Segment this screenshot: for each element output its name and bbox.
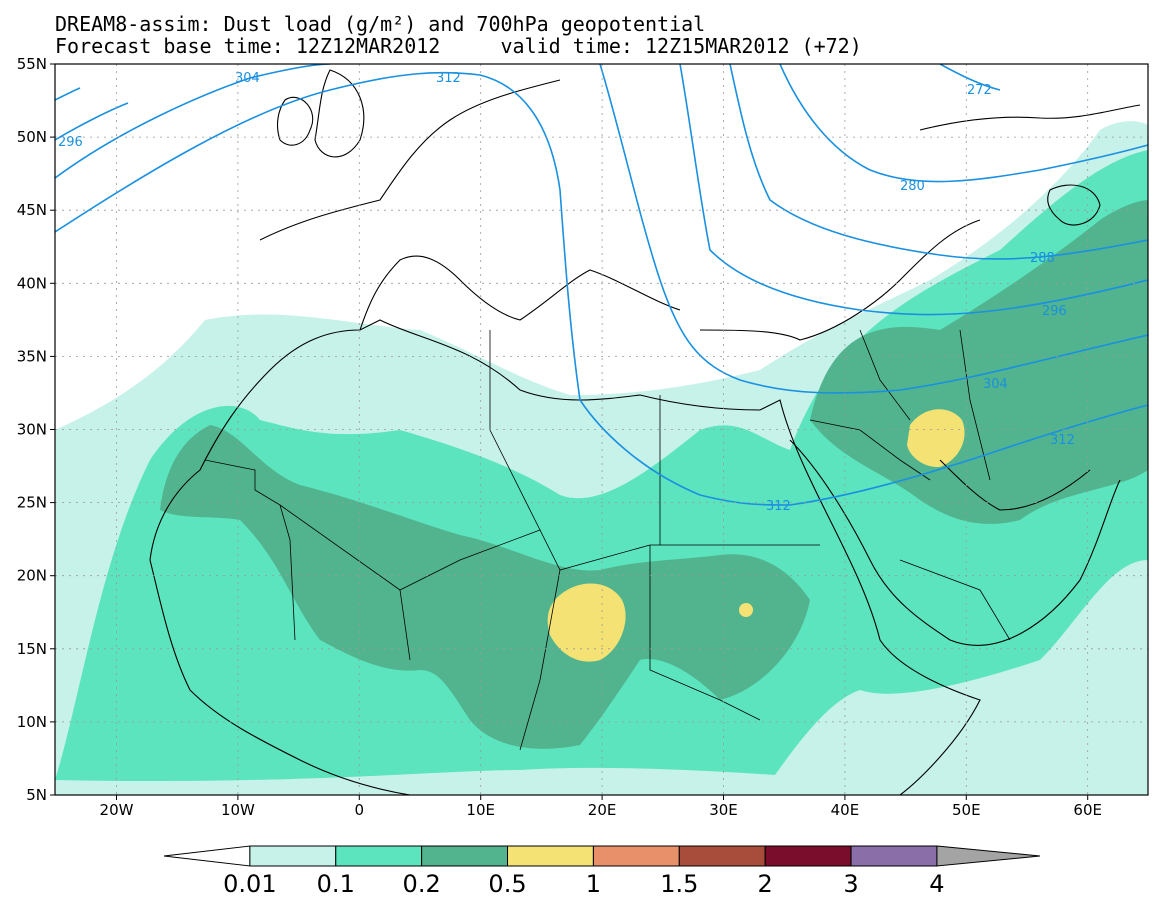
colorbar-label: 4 bbox=[929, 870, 945, 898]
contour-label: 296 bbox=[58, 135, 83, 150]
latitude-axis: 55N 50N 45N 40N 35N 30N 25N 20N 15N 10N 5N bbox=[17, 55, 55, 804]
longitude-axis: 20W 10W 0 10E 20E 30E 40E 50E 60E bbox=[100, 795, 1102, 819]
lat-label: 50N bbox=[17, 128, 47, 146]
colorbar-swatch bbox=[335, 845, 423, 867]
contour-label: 312 bbox=[1050, 433, 1075, 448]
colorbar-label: 0.1 bbox=[316, 870, 355, 898]
geopotential-contours bbox=[55, 64, 1148, 506]
dust-region-0.2 bbox=[160, 200, 1148, 749]
map-title: DREAM8-assim: Dust load (g/m²) and 700hP… bbox=[55, 12, 706, 36]
colorbar-label: 0.2 bbox=[402, 870, 441, 898]
colorbar-swatch bbox=[163, 845, 251, 867]
country-borders bbox=[204, 329, 1011, 751]
lon-label: 10E bbox=[466, 801, 495, 819]
lat-label: 30N bbox=[17, 421, 47, 439]
dust-peak-mesopotamia bbox=[907, 409, 965, 468]
lon-label: 20E bbox=[588, 801, 617, 819]
contour-label: 304 bbox=[235, 71, 260, 86]
contour-label: 280 bbox=[900, 179, 925, 194]
contour-label: 272 bbox=[967, 83, 992, 98]
lat-label: 45N bbox=[17, 201, 47, 219]
colorbar-swatch bbox=[764, 845, 852, 867]
lon-label: 60E bbox=[1073, 801, 1102, 819]
dust-peak-central-africa bbox=[547, 583, 626, 662]
lon-label: 50E bbox=[952, 801, 981, 819]
colorbar bbox=[163, 845, 1041, 867]
lon-label: 30E bbox=[709, 801, 738, 819]
colorbar-label: 1.5 bbox=[660, 870, 699, 898]
lat-label: 25N bbox=[17, 494, 47, 512]
colorbar-swatch bbox=[936, 845, 1041, 867]
lat-label: 5N bbox=[26, 786, 47, 804]
lat-label: 10N bbox=[17, 713, 47, 731]
lat-label: 20N bbox=[17, 567, 47, 585]
contour-label: 288 bbox=[1030, 251, 1055, 266]
colorbar-swatch bbox=[592, 845, 680, 867]
contour-label: 312 bbox=[766, 499, 791, 514]
lat-label: 15N bbox=[17, 640, 47, 658]
contour-label: 312 bbox=[436, 71, 461, 86]
colorbar-swatch bbox=[421, 845, 509, 867]
lon-label: 20W bbox=[100, 801, 134, 819]
lon-label: 0 bbox=[355, 801, 365, 819]
lon-label: 10W bbox=[221, 801, 255, 819]
lon-label: 40E bbox=[831, 801, 860, 819]
colorbar-swatch bbox=[850, 845, 938, 867]
lat-label: 40N bbox=[17, 274, 47, 292]
dust-peak-small bbox=[739, 603, 753, 617]
colorbar-label: 0.01 bbox=[223, 870, 277, 898]
graticule bbox=[55, 64, 1148, 795]
contour-label: 296 bbox=[1042, 304, 1067, 319]
dust-shading bbox=[55, 121, 1148, 795]
colorbar-swatch bbox=[249, 845, 337, 867]
colorbar-label: 2 bbox=[757, 870, 773, 898]
colorbar-label: 3 bbox=[843, 870, 859, 898]
colorbar-swatch bbox=[507, 845, 594, 867]
colorbar-swatch bbox=[678, 845, 766, 867]
lat-label: 35N bbox=[17, 347, 47, 365]
lat-label: 55N bbox=[17, 55, 47, 73]
map-subtitle: Forecast base time: 12Z12MAR2012 valid t… bbox=[55, 34, 862, 58]
contour-label: 304 bbox=[983, 377, 1008, 392]
colorbar-label: 0.5 bbox=[488, 870, 527, 898]
contour-labels: 304 296 312 272 280 288 296 304 312 312 bbox=[58, 71, 1075, 514]
colorbar-label: 1 bbox=[585, 870, 602, 898]
